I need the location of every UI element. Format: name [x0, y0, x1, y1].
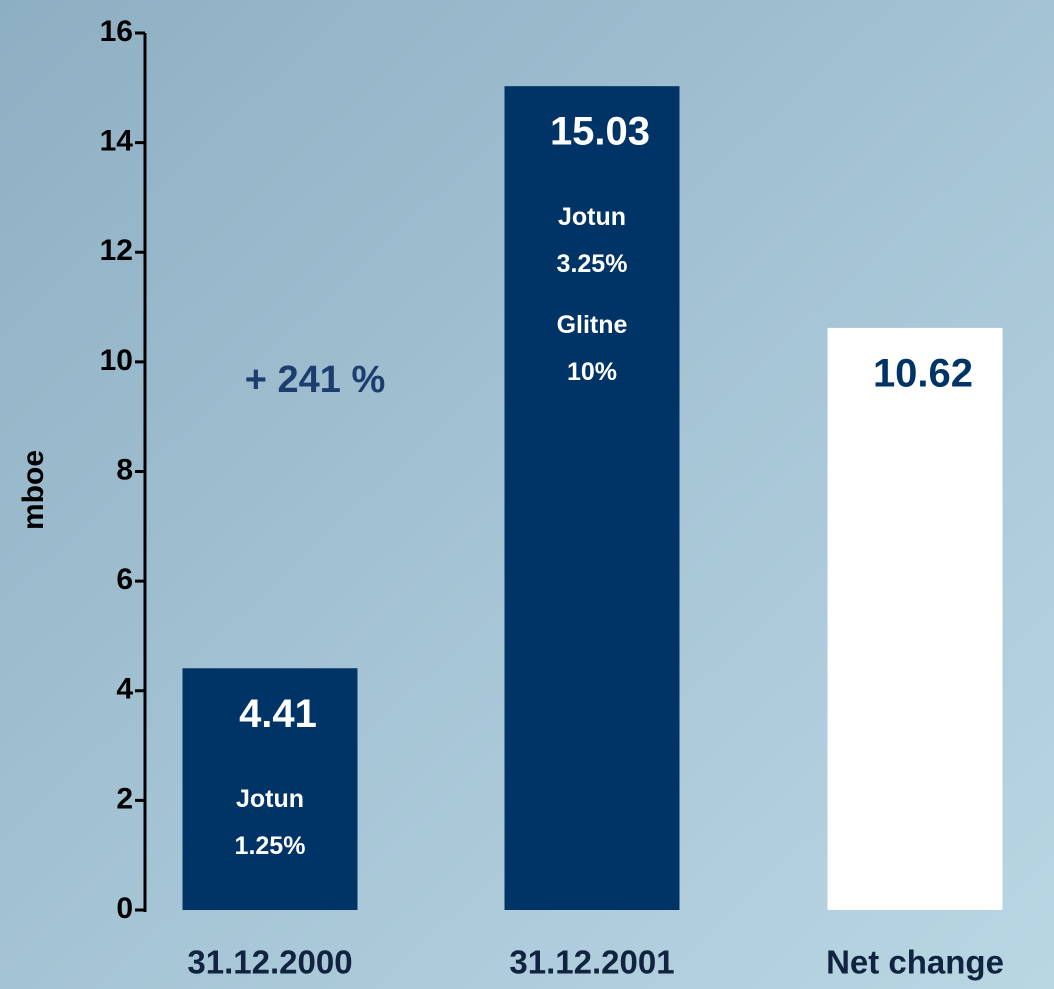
bar-note: Jotun — [558, 203, 626, 231]
y-tick-label: 4 — [116, 673, 133, 706]
y-tick-label: 8 — [116, 453, 133, 486]
y-tick-label: 14 — [100, 125, 134, 158]
value-label: 10.62 — [873, 351, 973, 395]
bar — [827, 327, 1003, 910]
bar — [504, 86, 680, 911]
annotation: + 241 % — [245, 359, 386, 401]
bar-note: 1.25% — [235, 832, 306, 860]
y-tick-label: 12 — [100, 234, 133, 267]
bar — [182, 668, 358, 910]
bar-note: 3.25% — [557, 250, 628, 278]
value-label: 4.41 — [239, 692, 317, 736]
bar-note: Jotun — [236, 785, 304, 813]
y-tick-label: 6 — [116, 563, 133, 596]
y-tick-label: 0 — [116, 892, 133, 925]
x-tick-label: 31.12.2000 — [187, 944, 352, 981]
y-tick-label: 16 — [100, 15, 133, 48]
bar-note: 10% — [567, 358, 617, 386]
value-label: 15.03 — [550, 110, 650, 154]
y-tick-label: 10 — [100, 344, 133, 377]
x-tick-label: Net change — [826, 944, 1004, 981]
y-tick-label: 2 — [116, 782, 133, 815]
bar-note: Glitne — [557, 311, 628, 339]
y-axis-label: mboe — [17, 450, 50, 530]
x-tick-label: 31.12.2001 — [509, 944, 674, 981]
